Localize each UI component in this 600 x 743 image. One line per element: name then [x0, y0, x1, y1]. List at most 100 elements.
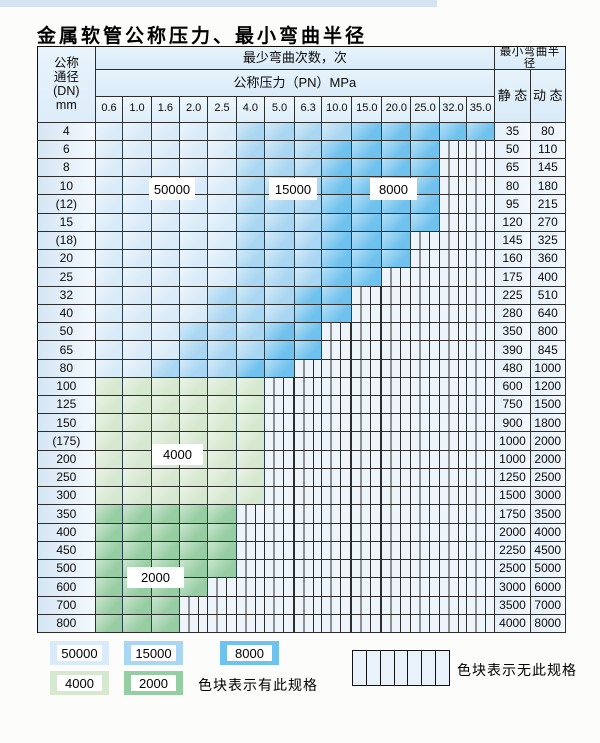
spec-cell-50000	[95, 304, 124, 324]
no-spec-cell	[322, 341, 353, 360]
no-spec-cell	[322, 377, 353, 396]
static-value-cell: 900	[495, 414, 531, 433]
no-spec-cell	[208, 596, 237, 615]
spec-cell-15000	[236, 158, 265, 178]
no-spec-cell	[382, 395, 412, 415]
spec-cell-2000	[151, 523, 180, 542]
spec-cell-8000	[411, 158, 440, 178]
spec-cell-15000	[295, 122, 323, 141]
spec-cell-15000	[208, 323, 237, 342]
static-value-cell: 280	[495, 304, 531, 324]
spec-cell-2000	[208, 560, 237, 579]
static-value-cell: 65	[495, 158, 531, 178]
no-spec-cell	[352, 505, 383, 524]
no-spec-cell	[180, 596, 209, 615]
spec-cell-4000	[236, 450, 265, 469]
spec-cell-50000	[180, 286, 209, 305]
spec-cell-4000	[95, 395, 124, 415]
dynamic-value-cell: 4500	[531, 541, 566, 561]
no-spec-cell	[439, 596, 468, 615]
no-spec-cell	[467, 377, 495, 396]
spec-cell-50000	[95, 122, 124, 141]
spec-cell-50000	[123, 304, 152, 324]
spec-cell-2000	[180, 505, 209, 524]
no-spec-cell	[439, 231, 468, 251]
spec-cell-2000	[180, 560, 209, 579]
spec-cell-4000	[123, 487, 152, 506]
spec-cell-50000	[95, 286, 124, 305]
no-spec-cell	[439, 304, 468, 324]
no-spec-cell	[322, 323, 353, 342]
dn-cell: 200	[38, 450, 96, 469]
pressure-col-header: 32.0	[439, 97, 468, 123]
pressure-col-header: 6.3	[295, 97, 323, 123]
spec-cell-4000	[208, 395, 237, 415]
no-spec-cell	[295, 541, 323, 561]
no-spec-cell	[352, 304, 383, 324]
static-value-cell: 225	[495, 286, 531, 305]
no-spec-cell	[236, 614, 265, 633]
no-spec-cell	[439, 177, 468, 196]
dn-cell: 25	[38, 268, 96, 287]
no-spec-cell	[439, 541, 468, 561]
spec-cell-2000	[208, 541, 237, 561]
dn-cell: 400	[38, 523, 96, 542]
no-spec-cell	[467, 560, 495, 579]
spec-cell-4000	[208, 450, 237, 469]
spec-cell-8000	[352, 250, 383, 269]
spec-cell-4000	[123, 395, 152, 415]
spec-cell-50000	[123, 213, 152, 232]
no-spec-cell	[322, 432, 353, 451]
legend-swatch-value: 50000	[57, 645, 102, 661]
no-spec-cell	[467, 487, 495, 506]
spec-cell-4000	[180, 468, 209, 488]
no-spec-cell	[467, 596, 495, 615]
no-spec-cell	[411, 541, 440, 561]
dynamic-value-cell: 1800	[531, 414, 566, 433]
no-spec-cell	[382, 487, 412, 506]
spec-cell-8000	[322, 268, 353, 287]
dn-cell: 800	[38, 614, 96, 633]
dn-corner-line: 公称	[53, 55, 79, 70]
spec-cell-4000	[236, 432, 265, 451]
static-value-cell: 1250	[495, 468, 531, 488]
spec-cell-8000	[236, 359, 265, 378]
no-spec-cell	[467, 505, 495, 524]
spec-cell-50000	[180, 304, 209, 324]
no-spec-stripe	[366, 651, 381, 685]
dn-cell: 300	[38, 487, 96, 506]
no-spec-cell	[352, 560, 383, 579]
spec-cell-8000	[411, 213, 440, 232]
static-value-cell: 160	[495, 250, 531, 269]
spec-cell-4000	[180, 414, 209, 433]
spec-cell-8000	[411, 177, 440, 196]
spec-cell-50000	[208, 268, 237, 287]
spec-cell-15000	[236, 323, 265, 342]
no-spec-cell	[382, 286, 412, 305]
no-spec-cell	[439, 286, 468, 305]
spec-cell-2000	[95, 505, 124, 524]
spec-cell-2000	[180, 578, 209, 597]
dn-cell: 100	[38, 377, 96, 396]
spec-cell-15000	[295, 231, 323, 251]
spec-cell-4000	[208, 414, 237, 433]
no-spec-cell	[236, 560, 265, 579]
no-spec-cell	[382, 304, 412, 324]
spec-cell-15000	[208, 304, 237, 324]
no-spec-cell	[208, 614, 237, 633]
static-value-cell: 2500	[495, 560, 531, 579]
dn-cell: 4	[38, 122, 96, 141]
legend-swatch-8000: 8000	[220, 641, 279, 665]
spec-cell-8000	[322, 231, 353, 251]
spec-cell-8000	[382, 140, 412, 159]
no-spec-cell	[439, 377, 468, 396]
spec-cell-50000	[208, 140, 237, 159]
spec-cell-2000	[123, 541, 152, 561]
spec-cell-8000	[411, 122, 440, 141]
spec-cell-15000	[295, 140, 323, 159]
no-spec-cell	[265, 614, 295, 633]
spec-cell-15000	[265, 286, 295, 305]
no-spec-cell	[467, 450, 495, 469]
dynamic-value-cell: 8000	[531, 614, 566, 633]
no-spec-cell	[439, 323, 468, 342]
